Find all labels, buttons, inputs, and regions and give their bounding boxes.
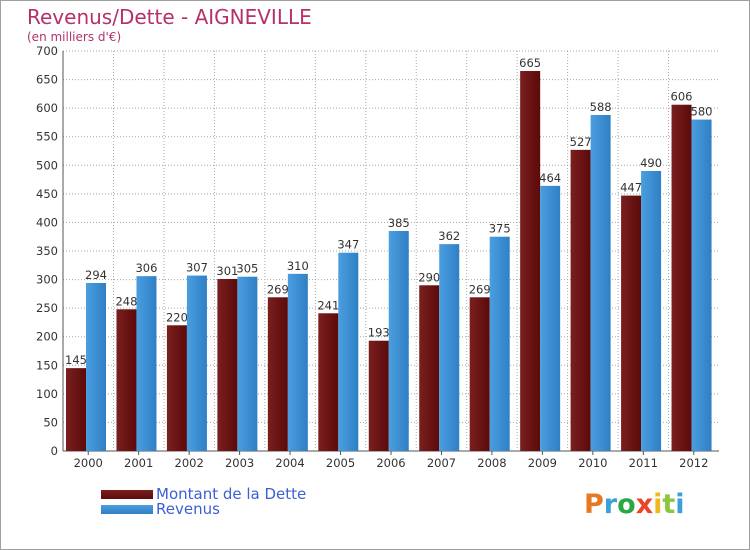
y-tick-label: 100	[36, 387, 58, 401]
bar-dette	[671, 104, 692, 451]
logo-letter: P	[584, 489, 604, 520]
logo-letter: i	[653, 489, 663, 520]
y-tick-label: 600	[36, 101, 58, 115]
bar-dette	[419, 285, 440, 451]
bar-revenus	[540, 185, 561, 451]
data-label-revenus: 306	[135, 261, 157, 275]
legend-label-dette: Montant de la Dette	[156, 485, 307, 503]
y-tick-label: 150	[36, 358, 58, 372]
data-label-dette: 447	[620, 181, 642, 195]
data-label-revenus: 310	[287, 259, 309, 273]
data-label-dette: 527	[570, 135, 592, 149]
legend-swatch-dette	[101, 490, 153, 499]
bar-revenus	[186, 275, 207, 451]
data-label-dette: 220	[166, 310, 188, 324]
bar-revenus	[388, 231, 409, 451]
bar-dette	[217, 279, 238, 451]
bar-dette	[621, 195, 642, 451]
data-label-revenus: 490	[640, 156, 662, 170]
data-label-revenus: 385	[388, 216, 410, 230]
x-tick-label: 2008	[477, 456, 506, 470]
bar-revenus	[287, 273, 308, 451]
bar-revenus	[86, 283, 106, 451]
chart-subtitle: (en milliers d'€)	[27, 30, 122, 44]
data-label-revenus: 305	[236, 262, 258, 276]
y-tick-label: 400	[36, 215, 58, 229]
data-label-revenus: 580	[691, 105, 713, 119]
data-label-dette: 301	[216, 264, 238, 278]
proxiti-logo: Proxiti	[584, 489, 685, 520]
x-tick-label: 2012	[679, 456, 708, 470]
bar-dette	[267, 297, 288, 451]
y-tick-label: 250	[36, 301, 58, 315]
logo-letter: x	[635, 489, 654, 520]
bar-revenus	[136, 276, 157, 451]
bar-dette	[116, 309, 137, 451]
x-tick-label: 2001	[124, 456, 153, 470]
logo-letter: r	[603, 489, 618, 520]
bar-revenus	[338, 252, 359, 451]
x-tick-label: 2005	[326, 456, 355, 470]
y-tick-label: 50	[43, 415, 58, 429]
data-label-revenus: 347	[337, 238, 359, 252]
x-tick-label: 2009	[528, 456, 557, 470]
y-tick-label: 300	[36, 273, 58, 287]
logo-letter: o	[617, 489, 636, 520]
data-label-dette: 269	[469, 282, 491, 296]
data-label-revenus: 588	[590, 100, 612, 114]
chart-title: Revenus/Dette - AIGNEVILLE	[27, 5, 312, 29]
bar-revenus	[641, 171, 662, 451]
y-tick-label: 500	[36, 158, 58, 172]
bar-dette	[520, 71, 541, 451]
bar-revenus	[590, 115, 611, 451]
logo-letter: i	[675, 489, 685, 520]
y-tick-label: 650	[36, 73, 58, 87]
data-label-revenus: 307	[186, 261, 208, 275]
bar-dette	[368, 340, 389, 451]
bar-revenus	[691, 119, 712, 452]
data-label-revenus: 464	[539, 171, 561, 185]
bar-revenus	[439, 244, 460, 451]
x-tick-label: 2007	[427, 456, 456, 470]
bar-dette	[570, 149, 591, 451]
y-tick-label: 0	[51, 444, 58, 458]
y-tick-label: 200	[36, 330, 58, 344]
data-label-dette: 606	[671, 90, 693, 104]
y-tick-label: 700	[36, 44, 58, 58]
data-label-revenus: 375	[489, 222, 511, 236]
x-tick-label: 2002	[175, 456, 204, 470]
y-tick-label: 550	[36, 130, 58, 144]
data-label-revenus: 362	[438, 229, 460, 243]
data-label-dette: 248	[115, 294, 137, 308]
data-label-dette: 269	[267, 282, 289, 296]
data-label-dette: 193	[368, 326, 390, 340]
data-label-dette: 665	[519, 56, 541, 70]
y-tick-label: 450	[36, 187, 58, 201]
x-tick-label: 2010	[578, 456, 607, 470]
bar-dette	[469, 297, 490, 451]
legend-swatch-revenus	[101, 505, 153, 514]
x-tick-label: 2006	[376, 456, 405, 470]
x-tick-label: 2000	[74, 456, 103, 470]
x-tick-label: 2003	[225, 456, 254, 470]
bar-dette	[166, 325, 187, 451]
x-tick-label: 2011	[629, 456, 658, 470]
x-tick-label: 2004	[275, 456, 304, 470]
data-label-revenus: 294	[85, 268, 107, 282]
legend-label-revenus: Revenus	[156, 500, 220, 518]
data-label-dette: 290	[418, 270, 440, 284]
logo-letter: t	[662, 489, 676, 520]
y-tick-label: 350	[36, 244, 58, 258]
data-label-dette: 145	[65, 353, 87, 367]
bar-revenus	[489, 236, 510, 451]
data-label-dette: 241	[317, 298, 339, 312]
bar-dette	[66, 368, 86, 451]
bar-revenus	[237, 276, 258, 451]
bar-dette	[318, 313, 339, 451]
